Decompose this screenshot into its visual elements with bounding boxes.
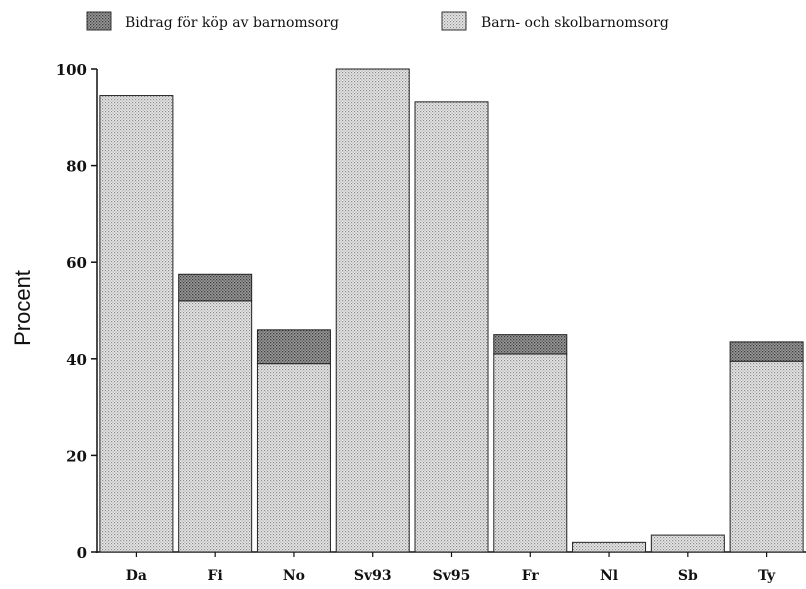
- bar-No-barn-och-skolbarnomsorg: [256, 363, 331, 553]
- x-tick-label-Da: Da: [126, 568, 147, 584]
- y-axis-label: Procent: [10, 270, 35, 346]
- x-tick-label-No: No: [283, 568, 305, 584]
- x-tick-label-Ty: Ty: [758, 568, 776, 584]
- bar-Fr-barn-och-skolbarnomsorg: [493, 353, 568, 553]
- legend: Bidrag för köp av barnomsorg Barn- och s…: [86, 11, 669, 31]
- x-tick-label-Sv95: Sv95: [433, 568, 471, 584]
- y-tick-label: 60: [66, 254, 87, 272]
- y-tick-label: 0: [77, 544, 87, 562]
- legend-label-light: Barn- och skolbarnomsorg: [481, 15, 669, 31]
- y-tick-label: 100: [56, 61, 87, 79]
- bar-Da-barn-och-skolbarnomsorg: [99, 95, 174, 553]
- x-tick-labels: Da Fi No Sv93 Sv95 Fr Nl Sb Ty: [126, 552, 776, 584]
- bar-Ty-barn-och-skolbarnomsorg: [729, 360, 804, 553]
- bar-No-bidrag: [256, 329, 331, 365]
- x-tick-label-Fr: Fr: [522, 568, 540, 584]
- bars: [99, 68, 804, 553]
- bar-Nl-barn-och-skolbarnomsorg: [572, 541, 647, 553]
- bar-Fr-bidrag: [493, 334, 568, 355]
- legend-swatch-light: [441, 11, 467, 31]
- bar-Sv95-barn-och-skolbarnomsorg: [414, 101, 489, 553]
- bar-Sb-barn-och-skolbarnomsorg: [650, 534, 725, 553]
- y-tick-label: 20: [66, 447, 87, 465]
- bar-Ty-bidrag: [729, 341, 804, 362]
- x-tick-label-Sb: Sb: [678, 568, 698, 584]
- legend-label-dark: Bidrag för köp av barnomsorg: [125, 15, 339, 31]
- y-tick-label: 80: [66, 158, 87, 176]
- bar-Fi-barn-och-skolbarnomsorg: [178, 300, 253, 553]
- y-tick-label: 40: [66, 351, 87, 369]
- bar-Fi-bidrag: [178, 273, 253, 302]
- x-tick-label-Sv93: Sv93: [354, 568, 392, 584]
- x-tick-label-Fi: Fi: [208, 568, 223, 584]
- bar-Sv93-barn-och-skolbarnomsorg: [335, 68, 410, 553]
- legend-swatch-dark: [86, 11, 112, 31]
- x-tick-label-Nl: Nl: [600, 568, 618, 584]
